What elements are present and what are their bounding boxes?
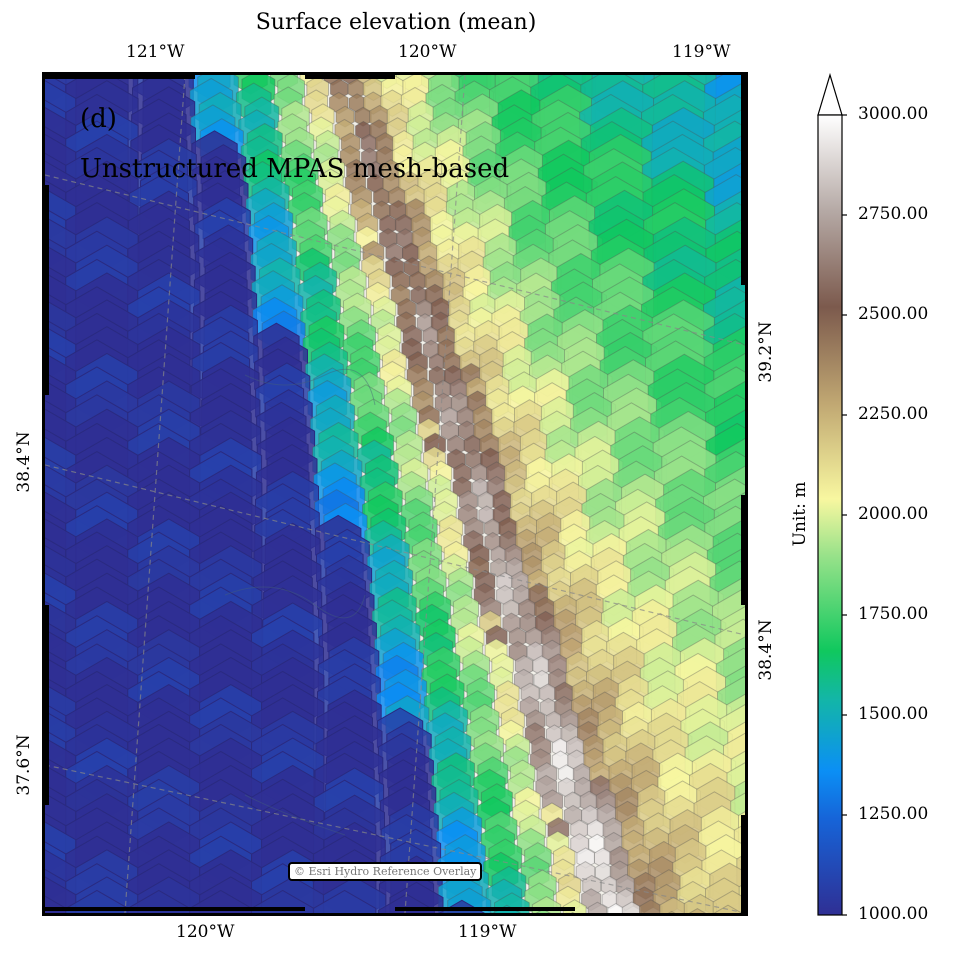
top-tick-120w: 120°W	[398, 42, 457, 62]
mesh-cell	[570, 911, 575, 913]
colorbar-tick-1250: 1250.00	[858, 804, 929, 824]
colorbar-tick-1000: 1000.00	[858, 904, 929, 924]
frame-segment	[395, 907, 575, 911]
elevation-map[interactable]	[42, 72, 748, 916]
mesh-cell	[312, 889, 377, 913]
bottom-tick-120w: 120°W	[176, 922, 235, 942]
right-tick-39-2n: 39.2°N	[756, 321, 776, 383]
frame-segment	[45, 907, 305, 911]
frame-segment	[45, 75, 195, 79]
frame-segment	[45, 605, 49, 805]
frame-segment	[741, 495, 745, 605]
colorbar-tick-2750: 2750.00	[858, 204, 929, 224]
graticule-line	[45, 764, 745, 913]
top-tick-121w: 121°W	[126, 42, 185, 62]
mesh-cell	[688, 908, 707, 913]
map-attribution: © Esri Hydro Reference Overlay	[288, 862, 483, 881]
colorbar-tick-1500: 1500.00	[858, 704, 929, 724]
mpas-mesh	[45, 75, 745, 913]
graticule-line	[45, 174, 745, 346]
left-tick-37-6n: 37.6°N	[14, 734, 34, 796]
mesh-cell	[587, 901, 608, 913]
colorbar-extend-arrow	[817, 72, 843, 116]
right-tick-38-4n: 38.4°N	[756, 619, 776, 681]
frame-segment	[741, 75, 745, 285]
colorbar-unit-label: Unit: m	[790, 481, 810, 547]
top-tick-119w: 119°W	[672, 42, 731, 62]
river-line	[224, 586, 366, 619]
frame-segment	[741, 815, 745, 913]
colorbar-tick-2250: 2250.00	[858, 404, 929, 424]
colorbar-tick-1750: 1750.00	[858, 604, 929, 624]
bottom-tick-119w: 119°W	[458, 922, 517, 942]
panel-label: (d)	[80, 104, 117, 134]
colorbar-tick-2000: 2000.00	[858, 504, 929, 524]
colorbar-gradient	[817, 114, 843, 916]
frame-segment	[45, 185, 49, 395]
map-title: Surface elevation (mean)	[255, 10, 537, 35]
mesh-cell	[667, 910, 676, 913]
mesh-cell	[535, 908, 551, 913]
colorbar-tick-2500: 2500.00	[858, 304, 929, 324]
panel-subtitle: Unstructured MPAS mesh-based	[80, 154, 510, 184]
colorbar-tick-3000: 3000.00	[858, 104, 929, 124]
left-tick-38-4n: 38.4°N	[14, 431, 34, 493]
colorbar	[817, 72, 847, 916]
graticule-line	[45, 464, 745, 636]
mesh-cell	[712, 890, 745, 913]
river-line	[244, 794, 346, 836]
river-line	[244, 368, 376, 406]
frame-segment	[305, 75, 395, 79]
